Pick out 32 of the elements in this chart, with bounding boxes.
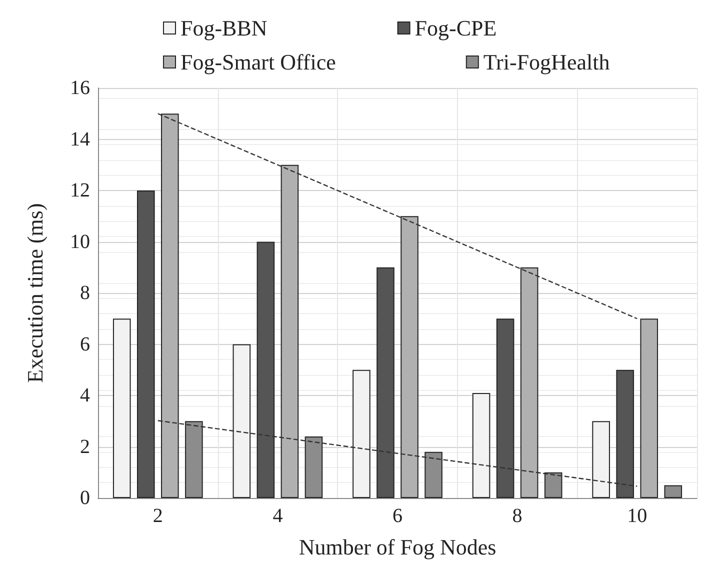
bar xyxy=(496,318,514,498)
bar xyxy=(136,190,155,498)
line-series xyxy=(157,420,638,487)
bar xyxy=(640,318,658,498)
y-tick-label: 8 xyxy=(80,282,90,304)
legend-label: Fog-BBN xyxy=(180,16,268,40)
legend-label: Tri-FogHealth xyxy=(483,50,610,74)
x-axis-title: Number of Fog Nodes xyxy=(298,534,496,560)
legend-label: Fog-Smart Office xyxy=(180,50,336,74)
bar xyxy=(280,164,299,498)
bar xyxy=(161,114,179,498)
x-tick-label: 6 xyxy=(392,505,402,527)
bar xyxy=(256,242,275,498)
x-tick-label: 10 xyxy=(627,505,648,527)
y-tick-label: 4 xyxy=(80,384,90,406)
y-tick-label: 10 xyxy=(70,230,90,253)
bar xyxy=(376,267,394,498)
legend-label: Fog-CPE xyxy=(414,16,497,40)
bar xyxy=(400,216,418,498)
bar xyxy=(616,370,634,498)
x-tick-label: 4 xyxy=(272,505,283,527)
y-tick-label: 12 xyxy=(70,180,90,202)
y-axis-title: Execution time (ms) xyxy=(22,203,48,383)
x-tick-label: 8 xyxy=(512,505,522,527)
y-tick-label: 14 xyxy=(70,128,90,150)
y-tick-label: 2 xyxy=(80,436,90,458)
bar xyxy=(520,267,538,498)
x-tick-label: 2 xyxy=(152,505,163,527)
y-tick-label: 16 xyxy=(70,77,90,99)
y-tick-label: 6 xyxy=(80,333,90,356)
y-tick-label: 0 xyxy=(80,487,90,509)
line-series xyxy=(157,113,638,320)
